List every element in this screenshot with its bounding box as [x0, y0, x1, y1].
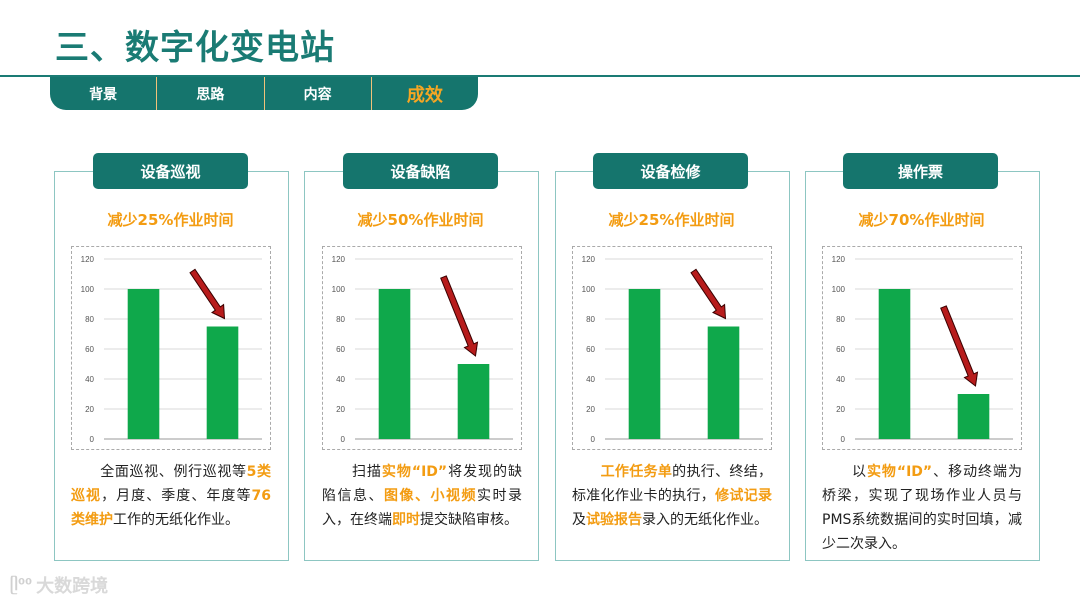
bar	[707, 326, 740, 439]
y-tick-label: 20	[836, 405, 845, 414]
down-arrow-icon	[440, 275, 479, 357]
y-tick-label: 100	[582, 285, 596, 294]
description-text: 全面巡视、例行巡视等	[71, 464, 247, 480]
y-tick-label: 80	[336, 315, 345, 324]
down-arrow-icon	[940, 305, 979, 387]
card-description: 扫描实物“ID”将发现的缺陷信息、图像、小视频实时录入，在终端即时提交缺陷审核。	[322, 460, 522, 532]
y-tick-label: 40	[586, 375, 595, 384]
watermark: ᥫ⁰⁰ 大数跨境	[10, 572, 108, 598]
reduction-label: 减少25%作业时间	[107, 211, 234, 229]
y-tick-label: 0	[341, 435, 346, 444]
y-tick-label: 120	[582, 255, 596, 264]
bar-chart: 0 20 40 60 80 100 120	[71, 246, 271, 450]
card-header: 设备缺陷	[343, 153, 498, 189]
nav-tab-approach[interactable]: 思路	[157, 77, 265, 110]
y-tick-label: 60	[586, 345, 595, 354]
title-divider	[0, 75, 1080, 77]
reduction-label: 减少25%作业时间	[608, 211, 735, 229]
y-tick-label: 20	[336, 405, 345, 414]
y-tick-label: 60	[85, 345, 94, 354]
y-tick-label: 0	[841, 435, 846, 444]
bar	[878, 289, 911, 439]
card-header: 操作票	[843, 153, 998, 189]
bar	[206, 326, 239, 439]
bar	[378, 289, 411, 439]
card-header: 设备巡视	[93, 153, 248, 189]
y-tick-label: 60	[836, 345, 845, 354]
reduction-label: 减少50%作业时间	[357, 211, 484, 229]
y-tick-label: 0	[90, 435, 95, 444]
y-tick-label: 20	[85, 405, 94, 414]
nav-tab-results[interactable]: 成效	[406, 84, 443, 106]
y-tick-label: 120	[332, 255, 346, 264]
bar	[628, 289, 661, 439]
bar	[457, 364, 490, 439]
nav-tab-background[interactable]: 背景	[50, 77, 158, 110]
page-title: 三、数字化变电站	[55, 28, 335, 68]
y-tick-label: 40	[336, 375, 345, 384]
description-text: 录入的无纸化作业。	[642, 512, 768, 528]
card-header: 设备检修	[593, 153, 748, 189]
card-description: 全面巡视、例行巡视等5类巡视，月度、季度、年度等76类维护工作的无纸化作业。	[71, 460, 271, 532]
watermark-logo-icon: ᥫ⁰⁰	[10, 575, 33, 594]
description-text: 、移动终端为桥梁，实现了现场作业人员与PMS系统数据间的实时回填，减少二次录入。	[822, 464, 1023, 552]
y-tick-label: 0	[591, 435, 596, 444]
y-tick-label: 40	[85, 375, 94, 384]
bar-chart: 0 20 40 60 80 100 120	[572, 246, 772, 450]
highlight-text: 实物“ID”	[381, 464, 448, 480]
y-tick-label: 100	[332, 285, 346, 294]
y-tick-label: 120	[81, 255, 95, 264]
y-tick-label: 60	[336, 345, 345, 354]
description-text: ，月度、季度、年度等	[101, 488, 252, 504]
highlight-text: 5类巡视	[71, 464, 272, 504]
highlight-text: 76类维护	[71, 488, 272, 528]
bar-chart: 0 20 40 60 80 100 120	[322, 246, 522, 450]
description-text: 工作的无纸化作业。	[113, 512, 239, 528]
y-tick-label: 120	[832, 255, 846, 264]
description-text: 提交缺陷审核。	[420, 512, 518, 528]
reduction-label: 减少70%作业时间	[858, 211, 985, 229]
down-arrow-icon	[690, 268, 727, 320]
nav-tab-content[interactable]: 内容	[265, 77, 372, 110]
down-arrow-icon	[189, 268, 226, 320]
bar	[127, 289, 160, 439]
y-tick-label: 20	[586, 405, 595, 414]
card-description: 以实物“ID”、移动终端为桥梁，实现了现场作业人员与PMS系统数据间的实时回填，…	[822, 460, 1022, 556]
bar-chart: 0 20 40 60 80 100 120	[822, 246, 1022, 450]
highlight-text: 试验报告	[586, 512, 642, 528]
highlight-text: 工作任务单	[600, 464, 673, 480]
y-tick-label: 80	[836, 315, 845, 324]
description-text	[572, 464, 601, 480]
y-tick-label: 40	[836, 375, 845, 384]
watermark-text: 大数跨境	[36, 576, 109, 597]
description-text: 及	[572, 512, 586, 528]
description-text: 扫描	[322, 464, 382, 480]
highlight-text: 实物“ID”	[866, 464, 933, 480]
y-tick-label: 100	[81, 285, 95, 294]
y-tick-label: 80	[85, 315, 94, 324]
y-tick-label: 80	[586, 315, 595, 324]
description-text: 实时录入，在终端	[322, 488, 522, 528]
highlight-text: 即时	[392, 512, 420, 528]
card-description: 工作任务单的执行、终结，标准化作业卡的执行，修试记录及试验报告录入的无纸化作业。	[572, 460, 772, 532]
section-nav: 背景 思路 内容 成效	[50, 77, 478, 110]
description-text: 将发现的缺陷信息、	[322, 464, 523, 504]
highlight-text: 修试记录	[715, 488, 773, 504]
highlight-text: 图像、小视频	[384, 488, 477, 504]
description-text: 以	[822, 464, 867, 480]
description-text: 的执行、终结，标准化作业卡的执行，	[572, 464, 773, 504]
y-tick-label: 100	[832, 285, 846, 294]
bar	[957, 394, 990, 439]
